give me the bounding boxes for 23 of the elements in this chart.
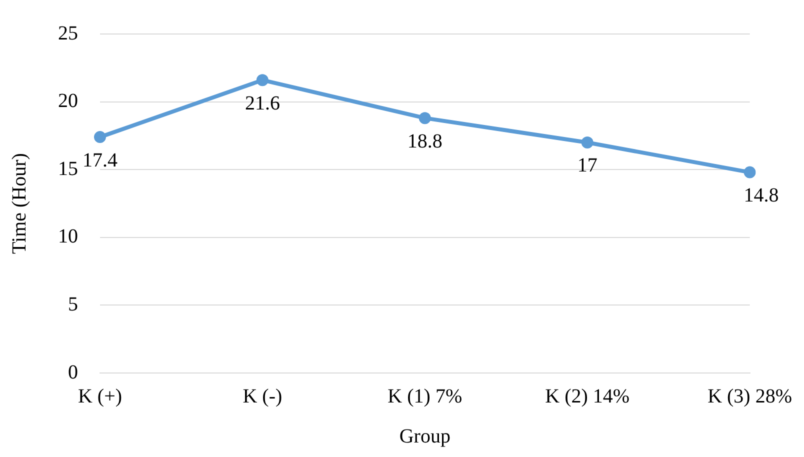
data-label: 14.8 bbox=[744, 184, 779, 207]
point bbox=[94, 131, 106, 144]
y-tick-label: 20 bbox=[58, 90, 78, 112]
x-tick-label: K (1) 7% bbox=[388, 385, 462, 408]
data-label: 17 bbox=[577, 154, 598, 177]
point bbox=[418, 112, 431, 124]
point bbox=[581, 136, 594, 148]
data-label: 18.8 bbox=[407, 130, 442, 152]
point bbox=[744, 166, 756, 178]
x-tick-label: K (2) 14% bbox=[545, 385, 630, 408]
point bbox=[256, 74, 268, 86]
x-tick-label: K (3) 28% bbox=[708, 385, 792, 408]
data-label: 17.4 bbox=[82, 149, 118, 172]
x-tick-label: K (+) bbox=[78, 385, 122, 408]
y-axis-title: Time (Hour) bbox=[8, 153, 30, 254]
y-tick-label: 15 bbox=[58, 158, 78, 180]
data-label: 21.6 bbox=[244, 92, 280, 114]
x-tick-label: K (-) bbox=[242, 385, 282, 408]
y-tick-label: 25 bbox=[58, 22, 78, 44]
y-tick-label: 10 bbox=[58, 226, 78, 248]
x-axis-title: Group bbox=[399, 425, 450, 448]
y-tick-label: 0 bbox=[68, 361, 78, 384]
y-tick-label: 5 bbox=[68, 293, 78, 316]
